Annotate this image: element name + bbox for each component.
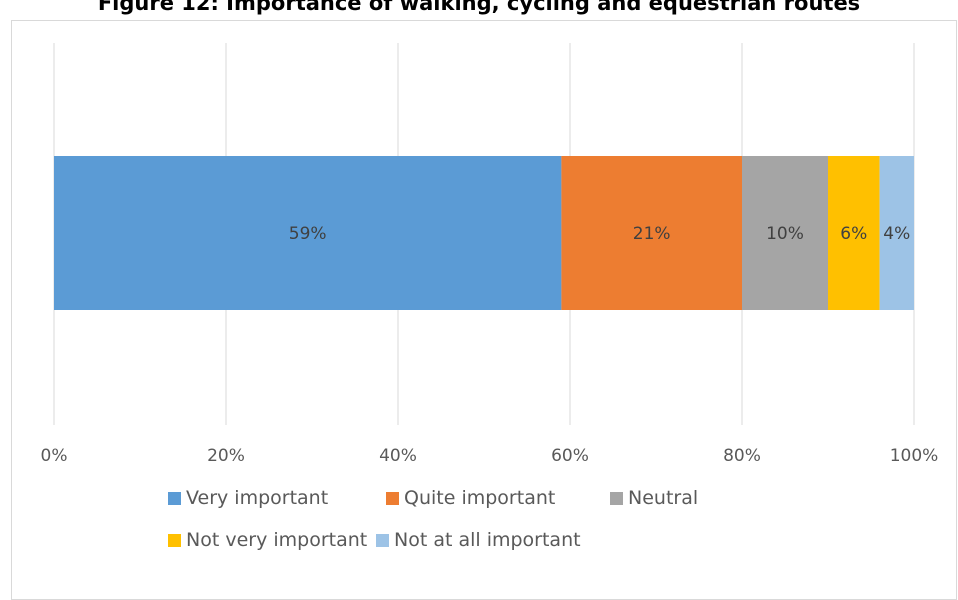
x-tick-label: 60% xyxy=(551,446,589,466)
bar-segment xyxy=(561,156,742,310)
data-label: 10% xyxy=(766,224,804,244)
legend-item: Quite important xyxy=(386,487,555,509)
legend-swatch xyxy=(610,491,623,505)
legend-label: Neutral xyxy=(628,487,699,509)
legend-label: Not at all important xyxy=(394,529,581,551)
chart-plot: 59% 21% 10% 6% 4% 0% 20% 40% 60% 80% 100% xyxy=(41,43,939,466)
legend-item: Not at all important xyxy=(376,529,581,551)
bar-segment xyxy=(742,156,828,310)
x-tick-label: 20% xyxy=(207,446,245,466)
data-label: 4% xyxy=(883,224,910,244)
data-label: 6% xyxy=(840,224,867,244)
legend-label: Very important xyxy=(186,487,329,509)
data-labels: 59% 21% 10% 6% 4% xyxy=(289,224,910,244)
data-label: 21% xyxy=(633,224,671,244)
chart-title: Figure 12: Importance of walking, cyclin… xyxy=(97,0,861,15)
legend-item: Not very important xyxy=(168,529,367,551)
x-tick-label: 40% xyxy=(379,446,417,466)
x-axis-ticks: 0% 20% 40% 60% 80% 100% xyxy=(41,446,939,466)
legend-swatch xyxy=(168,491,181,505)
legend-swatch xyxy=(168,533,181,547)
x-tick-label: 80% xyxy=(723,446,761,466)
legend-label: Quite important xyxy=(404,487,556,509)
bars xyxy=(54,156,914,310)
bar-segment xyxy=(828,156,880,310)
legend-swatch xyxy=(386,491,399,505)
bar-segment xyxy=(879,156,914,310)
x-tick-label: 0% xyxy=(41,446,68,466)
legend-item: Neutral xyxy=(610,487,698,509)
legend-label: Not very important xyxy=(186,529,368,551)
legend-swatch xyxy=(376,533,389,547)
data-label: 59% xyxy=(289,224,327,244)
legend-item: Very important xyxy=(168,487,328,509)
x-tick-label: 100% xyxy=(890,446,939,466)
bar-segment xyxy=(54,156,562,310)
